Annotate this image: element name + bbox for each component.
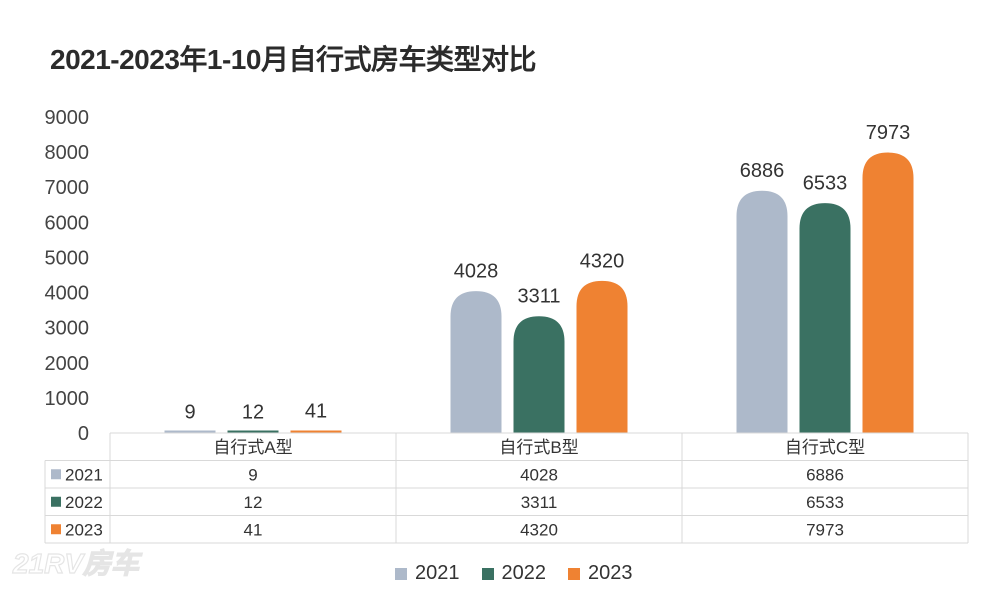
table-category-label: 自行式C型 xyxy=(785,438,865,457)
svg-text:21RV房车: 21RV房车 xyxy=(12,548,143,579)
bar-value-label: 9 xyxy=(184,402,195,424)
legend-item-2021: 2021 xyxy=(395,562,460,585)
y-tick-label: 7000 xyxy=(45,177,90,199)
bar-2021-2 xyxy=(736,190,788,434)
table-cell: 9 xyxy=(248,465,257,484)
legend-label: 2022 xyxy=(501,562,547,584)
y-tick-label: 1000 xyxy=(45,388,90,410)
legend-swatch xyxy=(395,567,407,580)
bar-value-label: 41 xyxy=(305,401,327,423)
table-cell: 4028 xyxy=(520,465,558,484)
bar-value-label: 6886 xyxy=(740,160,785,182)
table-series-name: 2022 xyxy=(65,493,103,512)
table-cell: 6533 xyxy=(806,493,844,512)
legend-item-2023: 2023 xyxy=(568,562,633,585)
y-tick-label: 3000 xyxy=(45,318,90,340)
table-cell: 4320 xyxy=(520,520,558,539)
bar-2021-1 xyxy=(450,291,502,434)
table-series-swatch xyxy=(51,496,61,507)
bar-value-label: 7973 xyxy=(866,122,911,144)
table-series-swatch xyxy=(51,524,61,535)
bar-value-label: 12 xyxy=(242,402,264,424)
bar-2022-1 xyxy=(513,316,565,434)
y-tick-label: 6000 xyxy=(45,212,90,234)
legend-swatch xyxy=(481,567,494,580)
y-tick-label: 8000 xyxy=(45,142,90,164)
bars xyxy=(164,152,914,434)
y-axis-ticks: 0 1000 2000 3000 4000 5000 6000 7000 8000 9000 xyxy=(45,107,90,445)
table-cell: 41 xyxy=(244,520,263,539)
table-cell: 12 xyxy=(244,493,263,512)
table-cell: 6886 xyxy=(806,465,844,484)
bar-2023-2 xyxy=(862,152,914,434)
table-series-swatch xyxy=(51,469,61,480)
bar-value-label: 4028 xyxy=(454,261,499,283)
y-tick-label: 5000 xyxy=(45,247,90,269)
data-table: 自行式A型 自行式B型 自行式C型 2021 9 4028 6886 2022 12 3311 65… xyxy=(44,432,969,544)
table-category-label: 自行式B型 xyxy=(499,438,578,457)
bar-value-label: 4320 xyxy=(580,250,625,272)
bar-value-label: 3311 xyxy=(517,286,560,308)
bar-2022-2 xyxy=(799,203,851,434)
bar-value-label: 6533 xyxy=(803,173,848,195)
chart-title: 2021-2023年1-10月自行式房车类型对比 xyxy=(50,44,536,75)
legend-swatch xyxy=(568,567,580,580)
legend-label: 2023 xyxy=(588,562,633,584)
watermark-logo: 21RV房车 xyxy=(11,547,143,579)
table-category-label: 自行式A型 xyxy=(213,438,292,457)
bar-data-labels: 9 12 41 4028 3311 4320 6886 6533 7973 xyxy=(184,122,910,424)
y-tick-label: 0 xyxy=(78,423,89,445)
table-series-name: 2023 xyxy=(65,520,103,539)
y-tick-label: 9000 xyxy=(45,107,90,129)
table-cell: 7973 xyxy=(806,520,844,539)
table-cell: 3311 xyxy=(521,493,558,512)
table-series-name: 2021 xyxy=(65,465,103,484)
legend-item-2022: 2022 xyxy=(481,562,547,585)
y-tick-label: 2000 xyxy=(45,353,90,375)
bar-2023-1 xyxy=(576,280,628,434)
legend: 2021 2022 2023 xyxy=(395,562,633,585)
legend-label: 2021 xyxy=(415,562,460,584)
y-tick-label: 4000 xyxy=(45,283,90,305)
